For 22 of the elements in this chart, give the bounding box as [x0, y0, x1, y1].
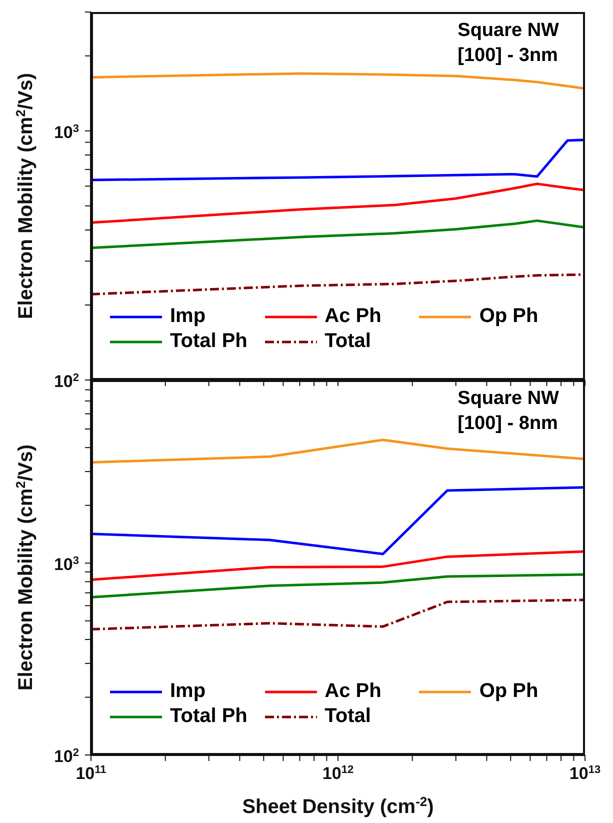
legend-label: Total — [324, 705, 371, 728]
legend-label: Total Ph — [170, 330, 248, 353]
x-axis-title: Sheet Density (cm$^{-2}$) — [242, 794, 434, 818]
legend-label: Imp — [170, 305, 206, 328]
y-tick-label: 10$^{2}$ — [54, 747, 79, 766]
x-tick-label: 10$^{12}$ — [322, 764, 354, 783]
y-tick-label: 10$^{3}$ — [54, 555, 79, 574]
legend-label: Ac Ph — [324, 680, 382, 703]
legend-label: Total — [324, 330, 371, 353]
legend-label: Total Ph — [170, 705, 248, 728]
annotation: [100] - 8nm — [458, 412, 559, 436]
y-tick-label: 10$^{3}$ — [54, 122, 79, 142]
legend-label: Ac Ph — [324, 305, 382, 328]
y-tick-label: 10$^{2}$ — [54, 372, 79, 391]
annotation: Square NW — [458, 19, 559, 43]
x-tick-label: 10$^{11}$ — [76, 764, 106, 783]
annotation: [100] - 3nm — [458, 44, 559, 68]
legend-label: Op Ph — [479, 305, 538, 328]
annotation: Square NW — [458, 387, 559, 411]
legend-label: Imp — [170, 680, 206, 703]
legend-label: Op Ph — [479, 680, 538, 703]
x-tick-label: 10$^{13}$ — [569, 764, 601, 783]
